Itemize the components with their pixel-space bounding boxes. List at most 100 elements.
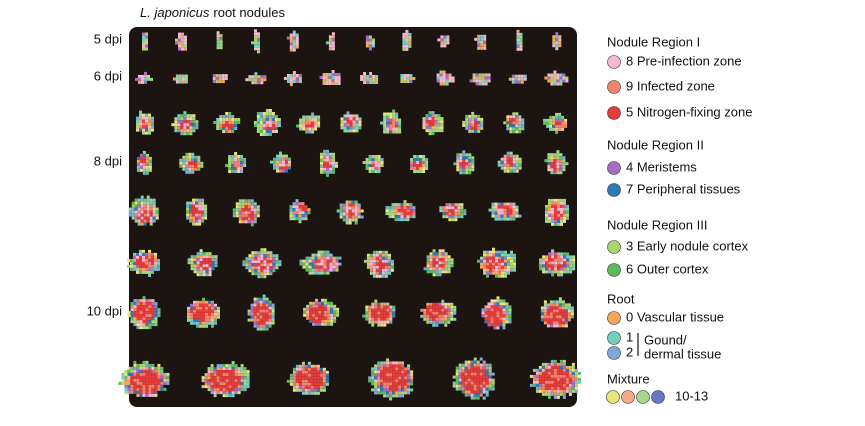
nodule-pixel	[555, 35, 559, 39]
nodule-pixel	[559, 377, 563, 381]
nodule-pixel	[192, 222, 196, 226]
nodule-pixel	[380, 317, 384, 321]
nodule-pixel	[216, 382, 220, 386]
legend-swatch	[607, 311, 621, 325]
nodule-pixel	[151, 261, 154, 265]
nodule-pixel	[336, 313, 340, 317]
nodule-pixel	[201, 210, 205, 214]
nodule-pixel	[437, 120, 441, 124]
nodule-pixel	[558, 112, 562, 116]
nodule-pixel	[507, 268, 510, 272]
nodule-pixel	[320, 262, 324, 266]
nodule-pixel	[199, 258, 203, 262]
nodule-pixel	[232, 211, 236, 215]
nodule-pixel	[397, 215, 401, 219]
nodule-pixel	[550, 168, 554, 172]
nodule-pixel	[146, 213, 150, 217]
nodule-pixel	[482, 390, 486, 394]
nodule-pixel	[234, 364, 238, 368]
nodule-pixel	[541, 365, 545, 369]
nodule-pixel	[458, 372, 462, 376]
nodule-pixel	[386, 320, 390, 324]
nodule-pixel	[127, 264, 130, 268]
nodule-pixel	[555, 121, 559, 125]
nodule-pixel	[151, 363, 155, 367]
nodule-pixel	[467, 366, 471, 370]
nodule-pixel	[564, 321, 568, 325]
nodule-pixel	[492, 253, 495, 257]
nodule-pixel	[317, 118, 321, 122]
nodule-pixel	[532, 368, 536, 372]
nodule-pixel	[558, 38, 562, 42]
nodule-pixel	[130, 384, 134, 388]
nodule-pixel	[160, 381, 164, 385]
nodule-pixel	[555, 44, 559, 48]
nodule-pixel	[145, 116, 148, 120]
nodule-pixel	[378, 271, 382, 275]
nodule-pixel	[383, 385, 387, 389]
nodule-pixel	[298, 382, 302, 386]
nodule-pixel	[541, 383, 545, 387]
nodule-pixel	[465, 126, 469, 130]
nodule-pixel	[202, 309, 205, 313]
nodule-pixel	[241, 208, 245, 212]
nodule-pixel	[377, 364, 381, 368]
nodule-pixel	[244, 214, 248, 218]
nodule-pixel	[218, 80, 222, 84]
nodule-pixel	[401, 364, 405, 368]
nodule-pixel	[192, 201, 196, 205]
nodule-pixel	[139, 110, 142, 114]
nodule-pixel	[432, 267, 436, 271]
nodule-pixel	[163, 375, 167, 379]
nodule-pixel	[484, 320, 488, 324]
nodule-pixel	[380, 308, 384, 312]
nodule-pixel	[532, 374, 536, 378]
nodule-pixel	[426, 267, 430, 271]
nodule-pixel	[518, 160, 522, 164]
nodule-pixel	[151, 387, 155, 391]
nodule-pixel	[541, 374, 545, 378]
nodule-pixel	[454, 218, 458, 222]
nodule-pixel	[523, 74, 527, 78]
nodule-pixel	[559, 389, 563, 393]
nodule-pixel	[244, 211, 248, 215]
nodule-pixel	[310, 373, 314, 377]
nodule-pixel	[193, 264, 197, 268]
nodule-pixel	[262, 309, 266, 313]
nodule-pixel	[326, 158, 329, 162]
nodule-pixel	[190, 312, 193, 316]
nodule-pixel	[381, 256, 385, 260]
nodule-pixel	[571, 380, 575, 384]
nodule-pixel	[391, 215, 395, 219]
nodule-pixel	[208, 306, 211, 310]
nodule-pixel	[400, 212, 404, 216]
nodule-pixel	[371, 388, 375, 392]
nodule-pixel	[496, 314, 500, 318]
nodule-pixel	[516, 29, 520, 33]
nodule-pixel	[327, 301, 331, 305]
nodule-pixel	[225, 112, 229, 115]
nodule-pixel	[149, 219, 153, 223]
nodule-pixel	[253, 211, 257, 215]
nodule-pixel	[205, 300, 208, 304]
nodule-pixel	[554, 201, 557, 205]
nodule-pixel	[492, 247, 495, 251]
nodule-pixel	[439, 206, 443, 210]
nodule-pixel	[550, 374, 554, 378]
nodule-pixel	[386, 364, 390, 368]
nodule-pixel	[309, 304, 313, 308]
nodule-pixel	[139, 249, 142, 253]
nodule-pixel	[325, 373, 329, 377]
nodule-pixel	[143, 216, 147, 220]
nodule-pixel	[491, 378, 495, 382]
nodule-pixel	[292, 379, 296, 383]
nodule-pixel	[547, 392, 551, 396]
nodule-pixel	[555, 130, 559, 134]
nodule-pixel	[552, 41, 556, 45]
nodule-pixel	[288, 166, 291, 170]
nodule-pixel	[509, 160, 513, 164]
nodule-pixel	[151, 384, 155, 388]
nodule-pixel	[213, 370, 217, 374]
nodule-pixel	[189, 216, 193, 220]
nodule-pixel	[143, 198, 147, 202]
